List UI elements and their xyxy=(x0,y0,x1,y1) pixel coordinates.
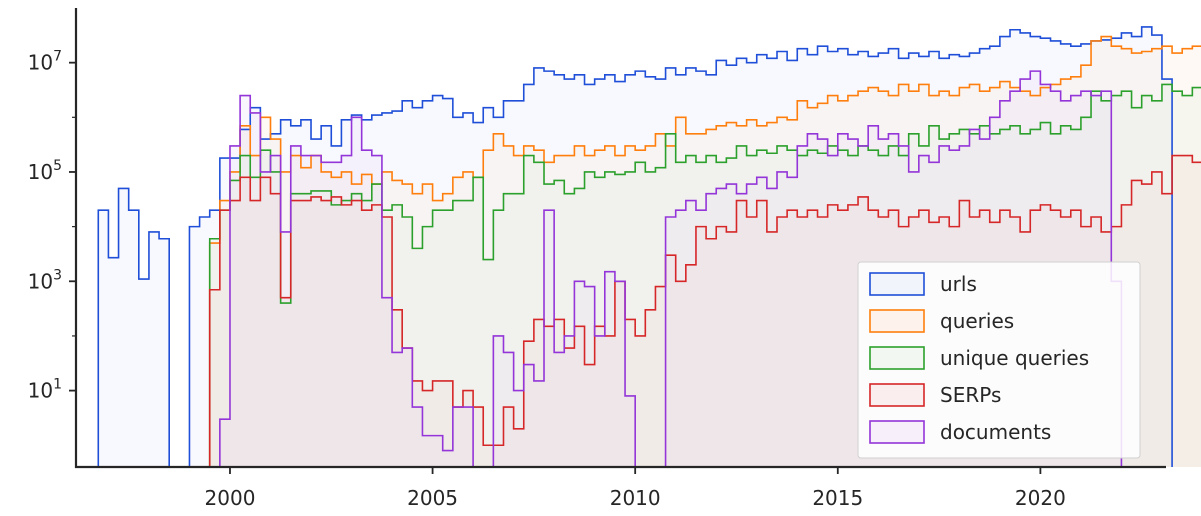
series-fill-documents-0 xyxy=(219,95,474,467)
x-tick-label: 2015 xyxy=(812,486,863,510)
legend-label-unique-queries: unique queries xyxy=(940,346,1089,370)
y-tick-exponent: 1 xyxy=(53,377,62,393)
legend-swatch-queries xyxy=(869,309,925,333)
y-tick-base: 10 xyxy=(28,379,53,403)
x-tick-label: 2000 xyxy=(205,486,256,510)
y-tick-exponent: 7 xyxy=(53,49,62,65)
legend-swatch-urls xyxy=(869,272,925,296)
y-tick-label: 107 xyxy=(28,49,62,75)
legend: urls queries unique queries SERPs documents xyxy=(857,261,1141,459)
series-line-urls-1 xyxy=(188,26,1173,467)
y-tick-base: 10 xyxy=(28,269,53,293)
legend-label-queries: queries xyxy=(940,309,1014,333)
legend-label-documents: documents xyxy=(940,420,1051,444)
legend-swatch-serps xyxy=(869,383,925,407)
x-tick-label: 2005 xyxy=(407,486,458,510)
legend-box xyxy=(857,261,1141,459)
series-line-unique-queries-0 xyxy=(208,83,1201,467)
legend-swatch-unique-queries xyxy=(869,346,925,370)
series-line-documents-0 xyxy=(219,94,474,467)
y-tick-exponent: 5 xyxy=(53,158,62,174)
y-tick-label: 101 xyxy=(28,377,62,403)
x-tick-label: 2010 xyxy=(610,486,661,510)
legend-label-urls: urls xyxy=(940,272,977,296)
series-line-urls-0 xyxy=(97,187,170,467)
y-tick-label: 105 xyxy=(28,158,62,184)
series-lines xyxy=(97,26,1201,467)
y-tick-label: 103 xyxy=(28,267,62,293)
legend-swatch-documents xyxy=(869,420,925,444)
legend-label-serps: SERPs xyxy=(940,383,1001,407)
x-tick-label: 2020 xyxy=(1015,486,1066,510)
y-tick-base: 10 xyxy=(28,51,53,75)
y-tick-exponent: 3 xyxy=(53,267,62,283)
series-line-documents-2 xyxy=(664,70,1123,467)
series-line-documents-1 xyxy=(492,209,636,467)
y-tick-base: 10 xyxy=(28,160,53,184)
